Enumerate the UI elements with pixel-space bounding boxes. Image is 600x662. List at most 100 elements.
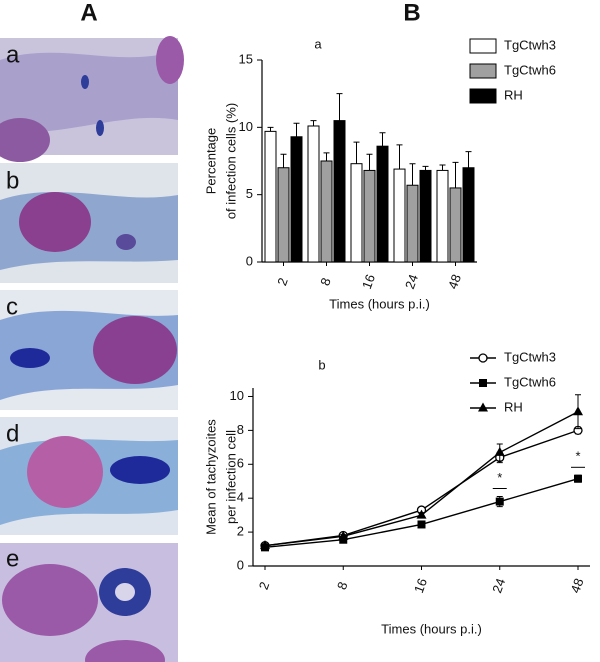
legend-label: RH xyxy=(504,87,523,102)
bar xyxy=(363,169,376,263)
bar xyxy=(290,136,303,263)
bar xyxy=(462,167,475,263)
x-tick-label: 2 xyxy=(274,276,291,288)
nucleus xyxy=(93,316,177,384)
x-axis-label: Times (hours p.i.) xyxy=(329,296,430,311)
marker xyxy=(338,530,349,540)
y-axis-label: Percentage xyxy=(203,128,218,195)
y-tick-label: 0 xyxy=(246,253,253,268)
legend-marker xyxy=(478,402,488,412)
parasite xyxy=(96,120,104,136)
marker xyxy=(495,497,504,506)
bar xyxy=(449,187,462,263)
bar xyxy=(436,169,449,263)
x-tick-label: 16 xyxy=(411,576,430,595)
error-bar xyxy=(422,165,429,171)
x-tick-label: 2 xyxy=(256,580,273,592)
micrograph-label: c xyxy=(6,293,18,320)
parasite xyxy=(116,234,136,250)
nucleus xyxy=(27,436,103,508)
legend-label: TgCtwh3 xyxy=(504,349,556,364)
marker xyxy=(574,474,582,483)
chart-title: b xyxy=(318,357,325,372)
error-bar xyxy=(353,141,360,164)
error-bar xyxy=(452,161,459,188)
error-bar xyxy=(323,152,330,161)
error-bar xyxy=(336,93,343,121)
y-axis-label: per infection cell xyxy=(223,430,238,524)
y-tick-label: 8 xyxy=(237,422,244,437)
nucleus xyxy=(156,36,184,84)
y-tick-label: 15 xyxy=(239,51,253,66)
micrograph-label: a xyxy=(6,41,20,68)
bar xyxy=(376,145,389,263)
legend-swatch xyxy=(469,88,497,104)
legend-marker xyxy=(479,379,487,387)
micrograph-label: b xyxy=(6,167,19,194)
error-bar xyxy=(310,120,317,126)
x-tick-label: 48 xyxy=(445,272,464,291)
y-axis-label: of infection cells (%) xyxy=(223,103,238,219)
parasite xyxy=(10,348,50,368)
error-bar xyxy=(465,151,472,168)
x-tick-label: 8 xyxy=(334,580,351,592)
y-tick-label: 0 xyxy=(237,557,244,572)
legend-label: TgCtwh3 xyxy=(504,37,556,52)
legend-swatch xyxy=(469,63,497,79)
marker xyxy=(416,509,427,519)
y-axis-label: Mean of tachyzoites xyxy=(203,419,218,535)
y-tick-label: 2 xyxy=(237,524,244,539)
error-bar xyxy=(409,163,416,186)
cell xyxy=(0,50,178,133)
micrographs xyxy=(0,36,184,662)
bar xyxy=(320,160,333,263)
x-tick-label: 24 xyxy=(402,272,421,291)
marker xyxy=(417,520,426,529)
bar xyxy=(419,169,432,263)
micrograph-label: e xyxy=(6,545,19,572)
legend-swatch xyxy=(469,38,497,54)
error-bar xyxy=(280,153,287,168)
x-tick-label: 8 xyxy=(317,276,334,288)
y-tick-label: 6 xyxy=(237,456,244,471)
bar xyxy=(406,184,419,263)
error-bar xyxy=(396,144,403,170)
nucleus xyxy=(19,192,91,252)
annotation: * xyxy=(575,449,580,464)
error-bar xyxy=(379,132,386,147)
error-bar xyxy=(293,122,300,137)
legend-marker xyxy=(478,353,488,363)
y-tick-label: 10 xyxy=(239,119,253,134)
x-tick-label: 16 xyxy=(359,272,378,291)
chart-title: a xyxy=(314,36,322,51)
parasite xyxy=(110,456,170,484)
legend-label: TgCtwh6 xyxy=(504,62,556,77)
y-tick-label: 4 xyxy=(237,490,244,505)
error-bar xyxy=(439,164,446,171)
vacuole xyxy=(115,583,135,601)
panel-label: B xyxy=(403,0,420,26)
bar xyxy=(393,168,406,263)
marker xyxy=(260,540,270,550)
x-tick-label: 24 xyxy=(489,576,508,595)
bar xyxy=(307,125,320,263)
micrograph-label: d xyxy=(6,420,19,447)
y-tick-label: 10 xyxy=(230,388,244,403)
x-axis-label: Times (hours p.i.) xyxy=(381,621,482,636)
panel-label: A xyxy=(80,0,97,26)
x-tick-label: 48 xyxy=(567,576,586,595)
bar xyxy=(277,167,290,263)
nucleus xyxy=(0,118,50,162)
legend-label: TgCtwh6 xyxy=(504,374,556,389)
bar xyxy=(333,120,346,263)
y-tick-label: 5 xyxy=(246,186,253,201)
nucleus xyxy=(2,564,98,636)
bar xyxy=(264,130,277,263)
parasite xyxy=(81,75,89,89)
marker xyxy=(573,406,583,416)
error-bar xyxy=(366,153,373,171)
annotation: * xyxy=(497,470,502,485)
bar xyxy=(350,163,363,263)
error-bar xyxy=(267,126,274,132)
